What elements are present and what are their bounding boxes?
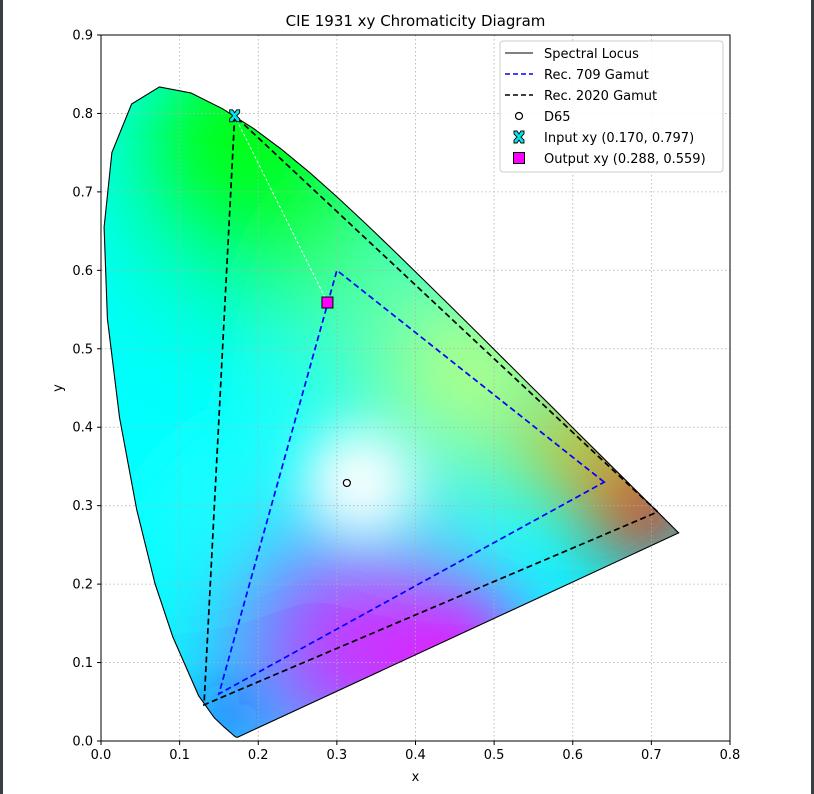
legend-label-input: Input xy (0.170, 0.797) bbox=[544, 131, 694, 146]
fill-blob-white bbox=[305, 427, 416, 538]
y-tick-label: 0.4 bbox=[72, 421, 93, 436]
rec2020-gamut-triangle bbox=[203, 113, 660, 707]
x-tick-label: 0.0 bbox=[91, 748, 112, 763]
x-tick-label: 0.6 bbox=[562, 748, 583, 763]
y-tick-label: 0.1 bbox=[72, 656, 93, 671]
y-axis-label: y bbox=[51, 384, 66, 392]
y-tick-label: 0.6 bbox=[72, 264, 93, 279]
y-tick-label: 0.3 bbox=[72, 499, 93, 514]
fill-blob-cyan bbox=[104, 298, 231, 478]
legend-marker-d65 bbox=[514, 111, 524, 121]
window-edge-left bbox=[0, 0, 3, 794]
y-tick-label: 0.5 bbox=[72, 342, 93, 357]
d65-marker bbox=[342, 478, 351, 488]
x-tick-label: 0.3 bbox=[327, 748, 348, 763]
legend-label-rec709: Rec. 709 Gamut bbox=[544, 68, 649, 83]
plot-marks bbox=[103, 86, 680, 738]
x-axis-label: x bbox=[412, 770, 420, 785]
rec709-gamut-triangle bbox=[217, 268, 606, 696]
legend-label-rec2020: Rec. 2020 Gamut bbox=[544, 89, 657, 104]
output-xy-marker bbox=[321, 296, 334, 309]
y-tick-label: 0.0 bbox=[72, 735, 93, 750]
x-tick-label: 0.7 bbox=[641, 748, 662, 763]
legend-label-spectral-locus: Spectral Locus bbox=[544, 47, 639, 62]
x-tick-label: 0.2 bbox=[248, 748, 269, 763]
input-xy-marker bbox=[229, 109, 241, 123]
y-tick-label: 0.7 bbox=[72, 185, 93, 200]
y-tick-label: 0.8 bbox=[72, 107, 93, 122]
chart-title: CIE 1931 xy Chromaticity Diagram bbox=[286, 12, 546, 30]
window-edge-right bbox=[811, 0, 814, 794]
legend-marker-input bbox=[513, 130, 525, 144]
fill-blur-layer-tight bbox=[200, 427, 416, 738]
x-tick-label: 0.5 bbox=[484, 748, 505, 763]
legend-label-output: Output xy (0.288, 0.559) bbox=[544, 152, 706, 167]
legend-label-d65: D65 bbox=[544, 110, 571, 125]
legend-box bbox=[499, 40, 724, 173]
x-tick-label: 0.4 bbox=[405, 748, 426, 763]
x-tick-label: 0.8 bbox=[720, 748, 741, 763]
y-tick-label: 0.9 bbox=[72, 29, 93, 44]
legend-marker-output bbox=[513, 152, 525, 164]
spectral-locus-line bbox=[103, 86, 680, 738]
axis-ticks: 0.0 0.1 0.2 0.3 0.4 0.5 0.6 0.7 0.8 0.0 0.1 0.2 0.3 0… bbox=[72, 29, 740, 764]
legend: Spectral Locus Rec. 709 Gamut Rec. 2020 … bbox=[499, 40, 724, 173]
y-tick-label: 0.2 bbox=[72, 578, 93, 593]
x-tick-label: 0.1 bbox=[169, 748, 190, 763]
